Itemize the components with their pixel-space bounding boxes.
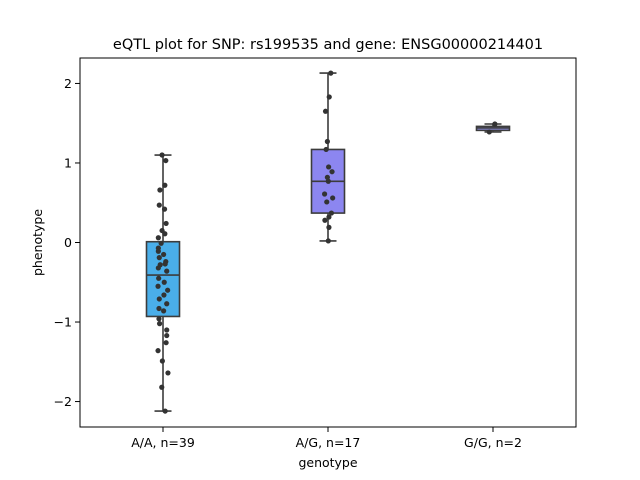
x-axis-label: genotype: [298, 455, 357, 470]
y-tick-label: −1: [54, 315, 72, 330]
data-point: [321, 191, 328, 197]
data-point: [156, 255, 162, 261]
data-point: [156, 296, 162, 302]
data-point: [156, 316, 162, 322]
data-point: [162, 261, 168, 267]
data-point: [324, 174, 330, 180]
data-point: [155, 235, 161, 241]
box-group: [475, 121, 511, 135]
data-point: [161, 279, 167, 285]
data-point: [322, 217, 328, 223]
data-point: [324, 138, 330, 145]
chart-title: eQTL plot for SNP: rs199535 and gene: EN…: [113, 37, 543, 53]
data-point: [155, 348, 161, 354]
y-tick-label: 2: [64, 76, 72, 91]
box-group: [145, 152, 181, 414]
plot-area: [145, 70, 511, 414]
data-point: [156, 275, 162, 281]
data-point: [164, 268, 170, 274]
data-point: [325, 178, 331, 184]
data-point: [163, 220, 169, 227]
x-tick-label: G/G, n=2: [464, 435, 522, 450]
data-point: [326, 164, 332, 170]
data-point: [492, 121, 498, 127]
data-point: [486, 129, 492, 135]
data-point: [326, 214, 332, 220]
data-point: [165, 287, 171, 293]
data-point: [159, 384, 165, 390]
data-point: [157, 187, 163, 193]
data-point: [164, 332, 170, 339]
data-point: [322, 108, 329, 114]
data-point: [161, 308, 167, 314]
data-point: [162, 182, 168, 188]
data-point: [163, 157, 169, 164]
data-point: [158, 240, 164, 246]
data-point: [328, 210, 335, 216]
data-point: [161, 292, 167, 298]
y-tick-label: 0: [64, 235, 72, 250]
data-point: [324, 199, 330, 205]
x-tick-label: A/A, n=39: [131, 435, 195, 450]
box-group: [310, 70, 346, 244]
data-point: [162, 231, 168, 237]
data-point: [164, 301, 170, 307]
data-point: [329, 169, 335, 175]
data-point: [328, 70, 334, 76]
data-point: [326, 224, 332, 230]
data-point: [330, 195, 336, 201]
data-point: [156, 305, 162, 312]
data-point: [156, 321, 163, 327]
data-point: [162, 408, 168, 414]
y-axis-label: phenotype: [30, 209, 45, 276]
data-point: [155, 265, 161, 271]
data-point: [323, 146, 329, 153]
data-point: [326, 94, 332, 100]
data-point: [156, 202, 162, 208]
data-point: [164, 327, 170, 333]
data-point: [165, 370, 171, 376]
data-point: [155, 248, 161, 254]
data-point: [159, 358, 165, 364]
data-point: [163, 340, 169, 346]
data-point: [155, 283, 161, 289]
x-tick-label: A/G, n=17: [296, 435, 361, 450]
axes: −2 −1 0 1 2 A/A, n=39 A/G, n=17 G/G, n=2: [54, 76, 522, 450]
data-point: [161, 251, 167, 258]
y-tick-label: 1: [64, 155, 72, 170]
y-tick-label: −2: [54, 394, 72, 409]
data-point: [161, 206, 168, 212]
data-point: [159, 152, 165, 158]
data-point: [325, 238, 331, 244]
